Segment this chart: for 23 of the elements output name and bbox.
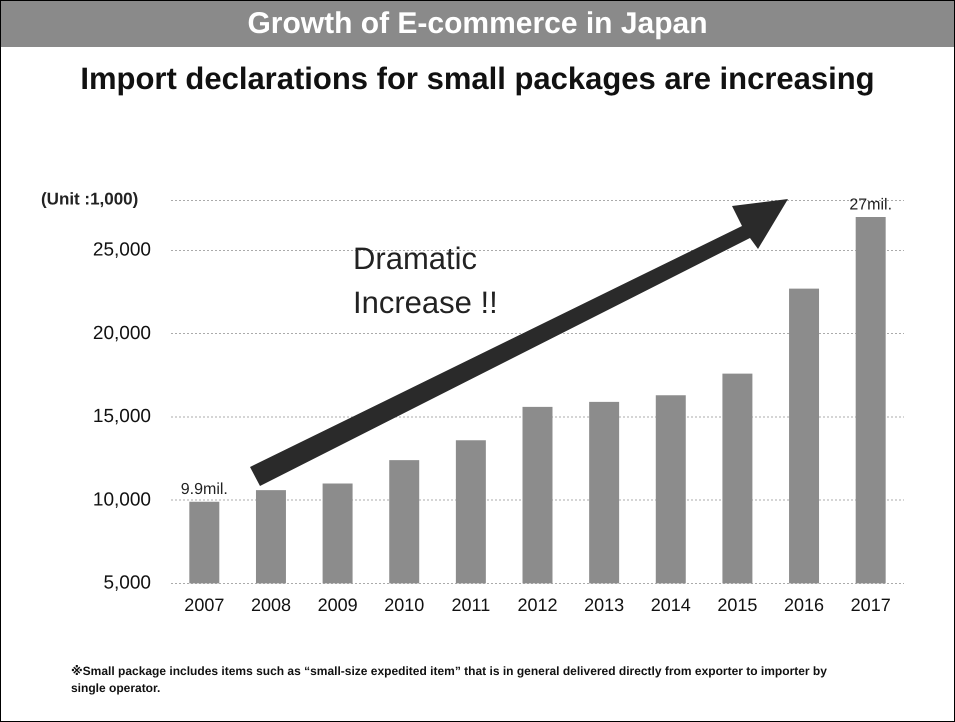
y-tick-label: 10,000 xyxy=(92,489,151,510)
x-tick-label: 2012 xyxy=(517,595,558,616)
y-tick-label: 15,000 xyxy=(92,406,151,428)
x-tick-label: 2015 xyxy=(717,595,758,616)
chart-title: Growth of E-commerce in Japan xyxy=(1,1,954,47)
x-tick-label: 2008 xyxy=(250,595,291,616)
annotation: Dramatic Increase !! xyxy=(353,240,499,322)
x-tick-label: 2009 xyxy=(318,595,358,616)
x-tick-label: 2010 xyxy=(384,595,424,616)
text: ※Small package includes items such as “small-size expedited item” that is in general delivered directly from exporter to importer by single operator. xyxy=(71,663,828,697)
chart-subtitle: Import declarations for small packages are increasing xyxy=(79,61,876,97)
x-tick-label: 2016 xyxy=(784,595,824,616)
annotation: 9.9mil. xyxy=(180,481,228,498)
y-axis-title: (Unit :1,000) xyxy=(41,190,138,209)
x-tick-label: 2017 xyxy=(850,595,891,616)
y-tick-label: 5,000 xyxy=(103,572,151,594)
y-tick-label: 20,000 xyxy=(92,322,151,344)
x-tick-label: 2014 xyxy=(650,595,691,616)
y-tick-label: 25,000 xyxy=(92,240,151,261)
annotation: 27mil. xyxy=(849,196,892,214)
x-tick-label: 2011 xyxy=(452,595,490,616)
x-tick-label: 2007 xyxy=(184,595,224,616)
x-tick-label: 2013 xyxy=(584,595,624,616)
